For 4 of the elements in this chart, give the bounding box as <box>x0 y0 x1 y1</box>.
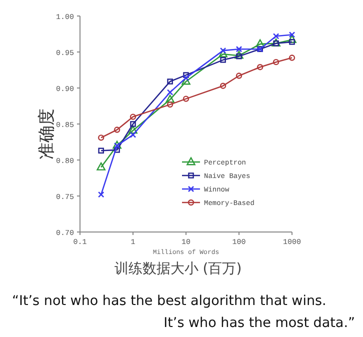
text: “It’s not who has the best algorithm that wins. <box>12 293 326 309</box>
y-axis-title: 准确度 <box>37 108 57 160</box>
text: 训练数据大小 (百万) <box>114 261 242 277</box>
text: It’s who has the most data.” <box>164 315 355 331</box>
